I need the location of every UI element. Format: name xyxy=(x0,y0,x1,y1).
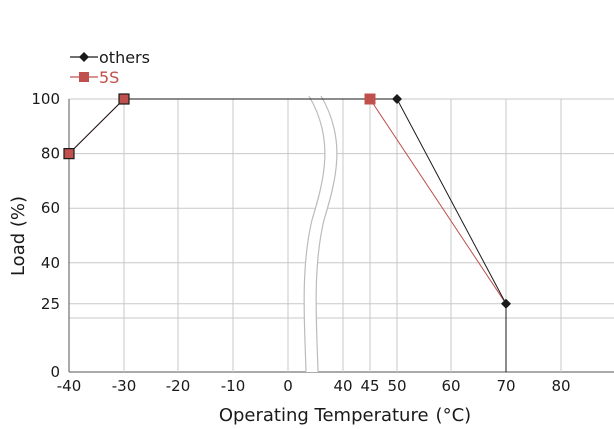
x-tick-label: -10 xyxy=(221,377,246,395)
axis-break-line-right xyxy=(315,95,338,373)
x-tick-label: -20 xyxy=(166,377,191,395)
x-tick-label: 70 xyxy=(496,377,515,395)
x-tick-label: 45 xyxy=(360,377,379,395)
marker-others xyxy=(392,94,402,104)
y-axis-label: Load (%) xyxy=(8,196,29,276)
y-tick-label: 100 xyxy=(31,90,60,108)
x-axis-label: Operating Temperature (°C) xyxy=(219,405,471,426)
legend: others 5S xyxy=(70,48,150,87)
legend-marker-5s xyxy=(79,72,89,82)
legend-label-5s: 5S xyxy=(99,68,119,87)
x-tick-label: -40 xyxy=(57,377,82,395)
y-tick-label: 80 xyxy=(41,145,60,163)
x-tick-label: 60 xyxy=(441,377,460,395)
marker-shared-outline xyxy=(118,93,130,105)
y-tick-label: 60 xyxy=(41,199,60,217)
marker-5s xyxy=(364,93,376,105)
axis-break-line-left xyxy=(303,95,326,373)
legend-marker-others xyxy=(79,52,89,62)
y-tick-label: 25 xyxy=(41,295,60,313)
legend-item-5s: 5S xyxy=(70,68,119,87)
x-axis-label-unit: (°C) xyxy=(436,405,472,426)
marker-5s xyxy=(118,93,130,105)
data-markers xyxy=(63,93,511,309)
x-tick-labels: -40 -30 -20 -10 0 40 45 50 60 70 80 xyxy=(57,377,571,395)
marker-others xyxy=(501,298,511,309)
legend-item-others: others xyxy=(70,48,150,67)
x-tick-label: -30 xyxy=(112,377,137,395)
legend-label-others: others xyxy=(99,48,150,67)
x-tick-label: 80 xyxy=(551,377,570,395)
marker-shared-outline xyxy=(63,148,75,160)
y-tick-label: 40 xyxy=(41,254,60,272)
x-tick-label: 0 xyxy=(283,377,293,395)
grid xyxy=(68,98,614,373)
axis-break xyxy=(303,95,338,373)
y-tick-label: 0 xyxy=(50,363,60,381)
y-tick-labels: 0 25 40 60 80 100 xyxy=(31,90,60,381)
x-tick-label: 40 xyxy=(333,377,352,395)
x-tick-label: 50 xyxy=(387,377,406,395)
x-axis-label-text: Operating Temperature xyxy=(219,405,429,426)
marker-5s xyxy=(63,148,75,160)
